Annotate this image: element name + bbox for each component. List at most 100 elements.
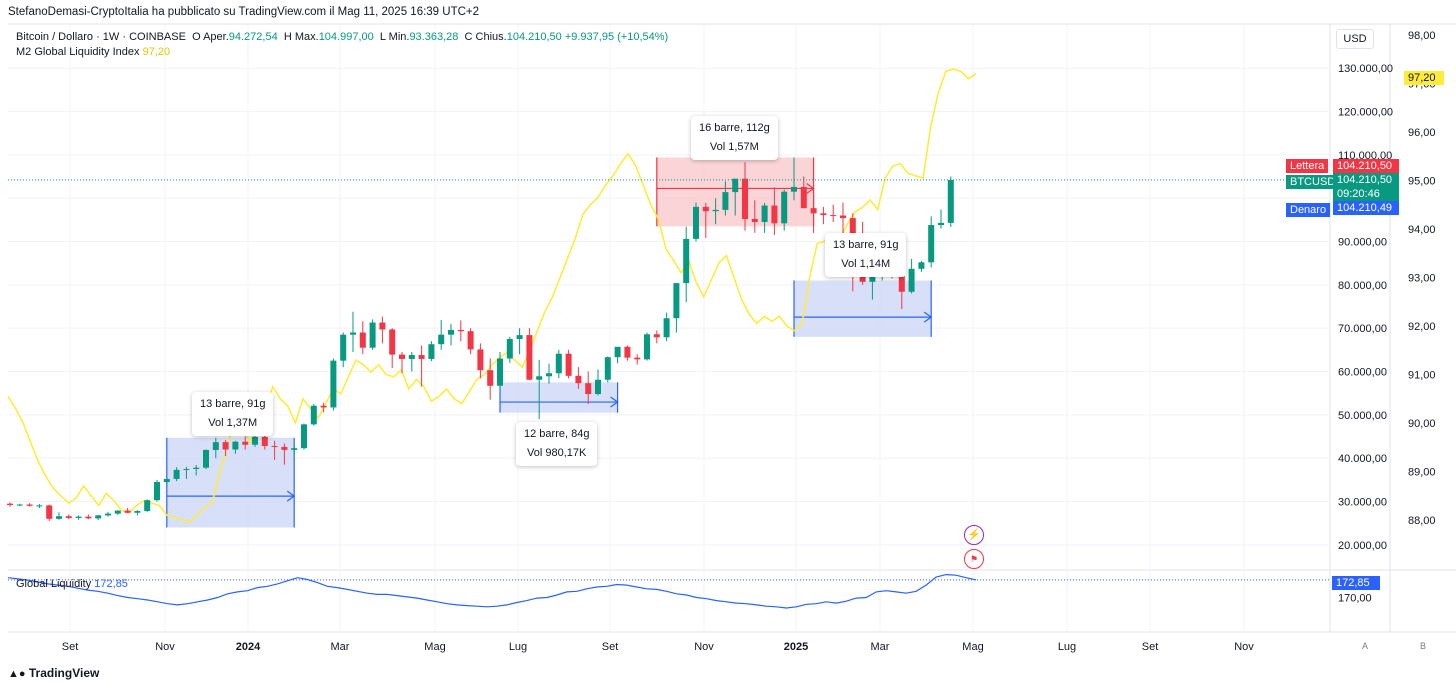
candle-body <box>830 215 837 217</box>
candle-body <box>477 349 484 371</box>
m2-value-tag: 97,20 <box>1404 71 1444 85</box>
candle-body <box>820 213 827 216</box>
range-box-3-arrowhead <box>806 182 815 194</box>
candle-body <box>653 334 660 338</box>
callout-bars: 13 barre, 91g <box>200 398 266 410</box>
btc-tick-label: 30.000,00 <box>1338 496 1387 508</box>
range-callout-3[interactable]: 16 barre, 112g Vol 1,57M <box>691 116 778 160</box>
event-flash-icon[interactable]: ⚡ <box>964 525 984 545</box>
open-value: 94.272,54 <box>228 31 278 43</box>
last-price-tag: 104.210,50 09:20:46 <box>1333 173 1399 201</box>
candle-body <box>124 510 131 513</box>
candle-body <box>448 329 454 335</box>
candle-body <box>173 469 180 479</box>
candle-body <box>65 516 72 518</box>
x-tick-label: Set <box>62 641 79 653</box>
btc-tick-label: 40.000,00 <box>1338 453 1387 465</box>
range-box-1 <box>166 437 295 528</box>
x-tick-label: Mar <box>871 641 890 653</box>
m2-tick-label: 98,00 <box>1408 30 1436 42</box>
brand-name: TradingView <box>28 666 100 680</box>
candle-body <box>408 355 415 359</box>
candle-body <box>310 405 317 425</box>
candle-body <box>516 335 523 340</box>
candle-body <box>565 353 572 376</box>
liquidity-value: 172,85 <box>94 578 128 590</box>
candle-body <box>614 346 621 358</box>
x-tick-label: Mag <box>424 641 445 653</box>
high-label: H <box>283 31 292 43</box>
btc-tick-label: 70.000,00 <box>1338 323 1387 335</box>
last-label-tag: BTCUSD <box>1286 175 1340 189</box>
global-liquidity-line <box>7 573 977 609</box>
range-callout-2[interactable]: 12 barre, 84g Vol 980,17K <box>516 422 598 466</box>
x-tick-label: Mag <box>962 641 983 653</box>
high-prefix: Max. <box>294 31 319 43</box>
candle-body <box>350 332 356 335</box>
btc-tick-label: 60.000,00 <box>1338 367 1387 379</box>
candle-body <box>203 449 209 468</box>
candle-body <box>751 218 758 223</box>
candle-body <box>418 355 425 359</box>
candle-body <box>467 331 474 350</box>
candle-body <box>438 334 445 345</box>
candle-body <box>7 503 13 505</box>
candle-body <box>526 335 533 380</box>
x-tick-label: Nov <box>155 641 175 653</box>
open-label: O <box>192 31 201 43</box>
candle-body <box>869 273 876 282</box>
x-tick-label: Set <box>1142 641 1159 653</box>
range-callout-4[interactable]: 13 barre, 91g Vol 1,14M <box>825 233 907 277</box>
candle-body <box>222 442 229 450</box>
x-tick-label: Lug <box>509 641 527 653</box>
indicator-name: M2 Global Liquidity Index <box>16 46 140 58</box>
candle-body <box>389 329 396 355</box>
candle-body <box>56 516 62 519</box>
range-callout-1[interactable]: 13 barre, 91g Vol 1,37M <box>192 392 274 436</box>
currency-button[interactable]: USD <box>1336 29 1374 49</box>
candle-body <box>634 357 641 360</box>
candle-body <box>271 446 278 448</box>
candle-body <box>252 436 258 445</box>
m2-tick-label: 94,00 <box>1408 224 1436 236</box>
candle-body <box>183 468 190 470</box>
last-value: 104.210,50 <box>1337 174 1393 186</box>
bid-label-tag: Denaro <box>1286 203 1331 217</box>
x-tick-label: 2025 <box>784 641 808 653</box>
candle-body <box>36 505 43 507</box>
candle-body <box>261 436 268 447</box>
m2-tick-label: 88,00 <box>1408 515 1436 527</box>
log-scale-button[interactable]: B <box>1420 641 1427 651</box>
candle-body <box>281 446 288 450</box>
candle-body <box>75 516 82 518</box>
callout-volume: Vol 1,57M <box>709 141 759 153</box>
indicator-legend[interactable]: M2 Global Liquidity Index 97,20 <box>16 46 170 58</box>
m2-tick-label: 89,00 <box>1408 467 1436 479</box>
btc-tick-label: 120.000,00 <box>1338 107 1393 119</box>
liquidity-value-tag: 172,85 <box>1332 576 1380 590</box>
range-box-2-arrowhead <box>610 396 619 408</box>
candle-body <box>428 344 435 359</box>
symbol-legend[interactable]: Bitcoin / Dollaro · 1W · COINBASE O Aper… <box>16 31 668 43</box>
range-box-4 <box>794 280 932 337</box>
liquidity-legend[interactable]: Global Liquidity 172,85 <box>16 578 128 590</box>
auto-scale-button[interactable]: A <box>1362 641 1369 651</box>
close-value: 104.210,50 <box>506 31 562 43</box>
callout-bars: 13 barre, 91g <box>833 239 899 251</box>
callout-volume: Vol 1,37M <box>208 417 258 429</box>
candle-body <box>722 192 729 210</box>
candle-body <box>320 405 327 408</box>
candle-body <box>947 179 954 223</box>
m2-liquidity-line <box>7 68 977 524</box>
candle-body <box>457 329 464 332</box>
candle-body <box>144 500 151 512</box>
candle-body <box>938 222 944 226</box>
low-value: 93.363,28 <box>409 31 459 43</box>
btc-tick-label: 110.000,00 <box>1338 150 1392 162</box>
candle-body <box>781 191 788 224</box>
callout-bars: 16 barre, 112g <box>699 122 770 134</box>
candle-body <box>114 510 121 514</box>
us-event-flag-icon[interactable]: ⚑ <box>964 549 984 569</box>
candle-body <box>908 268 915 292</box>
